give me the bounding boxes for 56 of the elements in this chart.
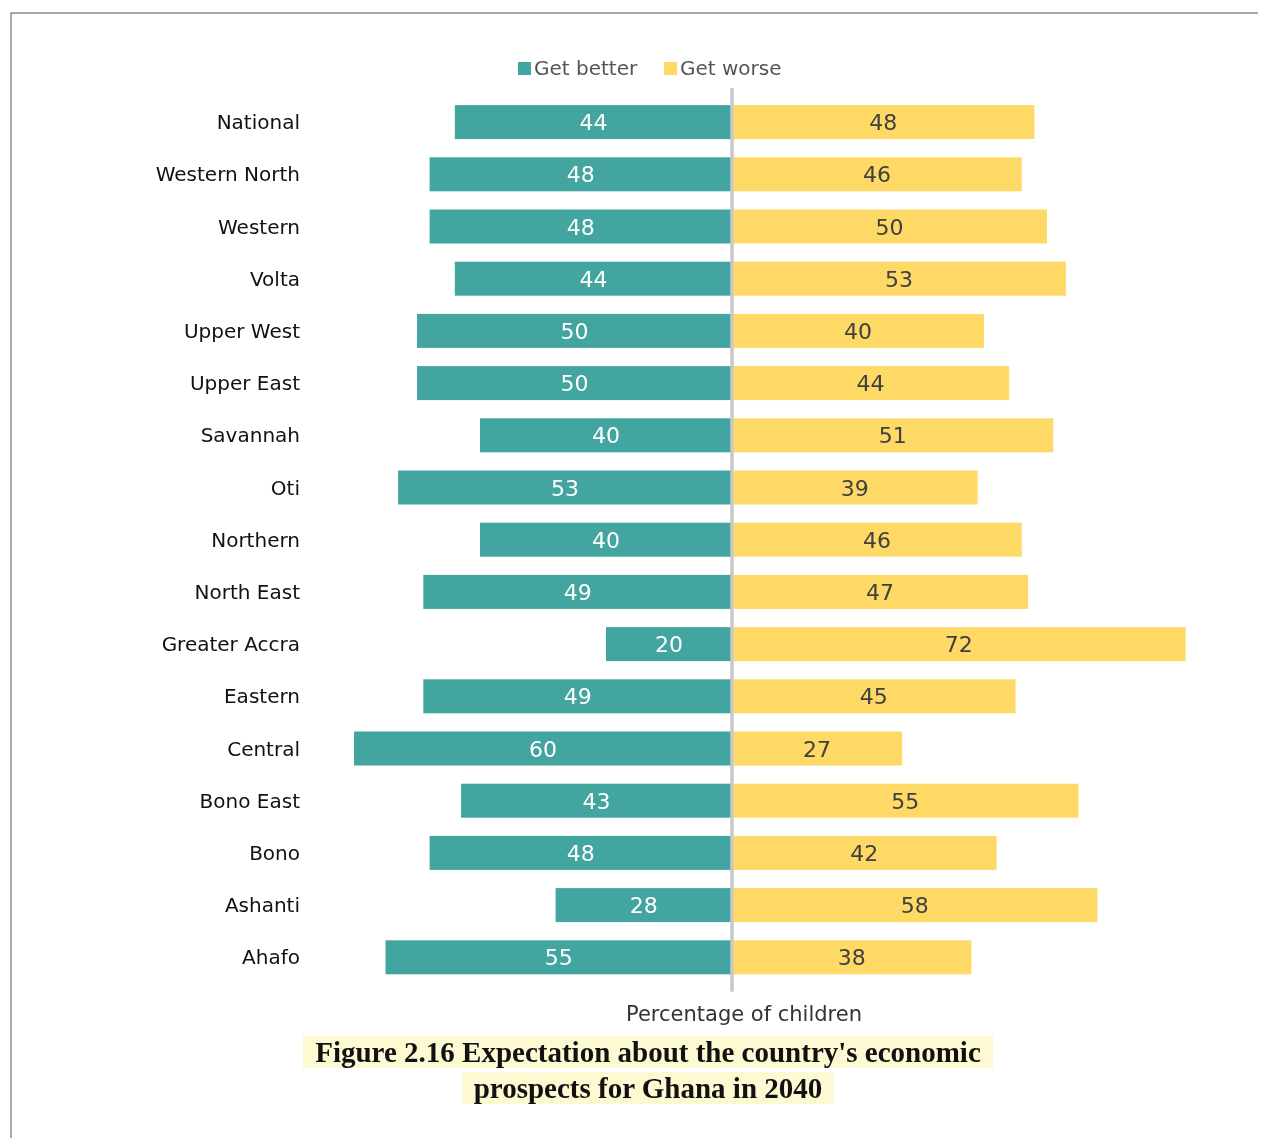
data-label: 55: [891, 788, 920, 814]
y-tick-label: Western: [217, 214, 300, 239]
data-label: 38: [837, 945, 866, 971]
data-label: 50: [560, 371, 589, 397]
data-label: 46: [862, 162, 891, 188]
data-label: 50: [875, 214, 904, 240]
data-label: 44: [856, 371, 885, 397]
y-tick-label: Oti: [270, 475, 300, 500]
text: Figure 2.16 Expectation about the country's economic prospects for Ghana in 2040: [303, 1036, 993, 1104]
y-tick-label: Ashanti: [224, 893, 300, 918]
data-label: 20: [655, 632, 683, 658]
data-label: 51: [878, 423, 907, 449]
y-tick-label: Ahafo: [242, 945, 300, 970]
data-label: 27: [803, 736, 832, 762]
data-label: 53: [884, 266, 913, 292]
data-label: 53: [551, 475, 580, 501]
data-label: 40: [592, 527, 620, 553]
data-label: 40: [844, 318, 872, 344]
data-label: 50: [560, 318, 589, 344]
data-label: 43: [582, 788, 611, 814]
y-tick-label: Savannah: [200, 423, 300, 448]
data-label: 48: [869, 110, 898, 136]
y-tick-label: Upper East: [189, 371, 301, 396]
y-tick-label: National: [216, 110, 300, 135]
legend-label: Get worse: [680, 56, 782, 80]
y-tick-label: Upper West: [183, 318, 301, 343]
data-label: 60: [529, 736, 557, 762]
data-label: 48: [566, 840, 595, 866]
data-label: 48: [566, 214, 595, 240]
data-label: 49: [563, 579, 592, 605]
y-tick-label: Eastern: [223, 684, 300, 709]
data-label: 47: [866, 579, 895, 605]
data-label: 28: [629, 893, 658, 919]
data-label: 39: [840, 475, 869, 501]
data-label: 55: [544, 945, 573, 971]
y-tick-label: Central: [227, 736, 300, 761]
y-tick-label: Bono: [249, 840, 300, 865]
data-label: 42: [850, 840, 879, 866]
y-tick-label: Northern: [211, 527, 300, 552]
legend-label: Get better: [534, 56, 638, 80]
x-axis-title: Percentage of children: [626, 1002, 862, 1027]
data-label: 49: [563, 684, 592, 710]
data-label: 44: [579, 266, 608, 292]
data-label: 72: [944, 632, 973, 658]
data-label: 44: [579, 110, 608, 136]
data-label: 58: [900, 893, 929, 919]
y-tick-label: Volta: [249, 266, 300, 291]
data-label: 46: [862, 527, 891, 553]
y-tick-label: Greater Accra: [161, 632, 300, 657]
data-label: 40: [592, 423, 620, 449]
data-label: 48: [566, 162, 595, 188]
y-tick-label: Bono East: [199, 788, 301, 813]
data-label: 45: [859, 684, 888, 710]
y-tick-label: North East: [194, 579, 301, 604]
y-tick-label: Western North: [155, 162, 300, 187]
bar: [606, 627, 732, 662]
